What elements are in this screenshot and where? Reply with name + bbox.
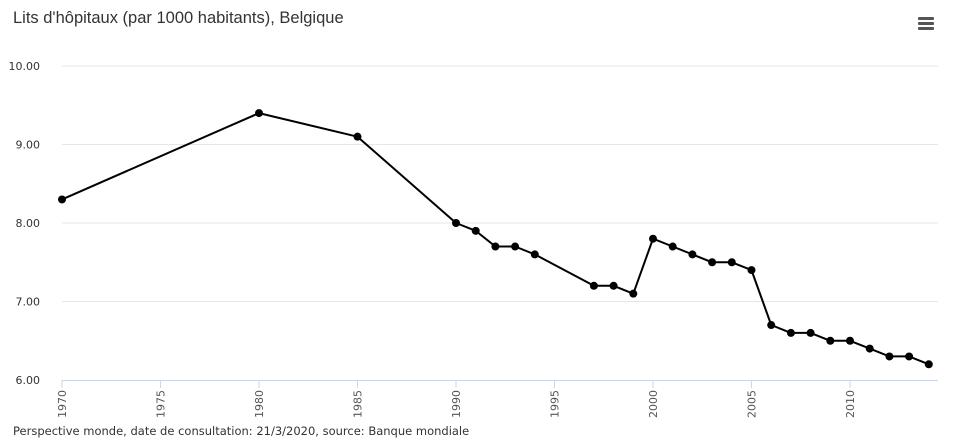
data-point[interactable] (668, 242, 677, 251)
data-point[interactable] (688, 250, 697, 259)
data-point[interactable] (708, 258, 717, 267)
x-tick-label: 1980 (253, 390, 266, 418)
data-point[interactable] (58, 195, 66, 204)
x-tick-label: 2005 (746, 390, 759, 418)
data-point[interactable] (353, 132, 362, 141)
data-point[interactable] (530, 250, 539, 259)
y-axis-labels: 6.00 7.00 8.00 9.00 10.00 (9, 60, 41, 387)
data-point[interactable] (255, 109, 263, 118)
x-tick-label: 1985 (352, 390, 365, 418)
x-axis-labels: 1970 1975 1980 1985 1990 1995 2000 2005 2010 (56, 390, 857, 418)
y-tick-label: 6.00 (16, 374, 41, 387)
data-point[interactable] (589, 281, 598, 290)
data-point[interactable] (885, 352, 894, 361)
data-point[interactable] (786, 328, 795, 337)
data-point[interactable] (452, 219, 460, 227)
x-tick-label: 2010 (844, 390, 857, 418)
data-point[interactable] (649, 234, 657, 243)
data-point[interactable] (511, 242, 520, 251)
data-point[interactable] (806, 328, 815, 337)
y-tick-label: 10.00 (9, 60, 41, 73)
data-point[interactable] (924, 360, 933, 369)
chart-title: Lits d'hôpitaux (par 1000 habitants), Be… (13, 9, 344, 27)
y-tick-label: 9.00 (16, 139, 41, 152)
data-point[interactable] (865, 344, 874, 353)
data-point[interactable] (727, 258, 736, 267)
y-tick-label: 7.00 (16, 296, 41, 309)
x-tick-label: 1970 (56, 390, 69, 418)
data-point[interactable] (767, 321, 776, 330)
source-credits: Perspective monde, date de consultation:… (13, 424, 470, 438)
series-group (58, 109, 933, 369)
x-axis (61, 380, 938, 388)
data-point[interactable] (491, 242, 500, 251)
x-tick-label: 1975 (155, 390, 168, 418)
x-tick-label: 1995 (549, 390, 562, 418)
hamburger-menu-icon[interactable] (917, 15, 937, 33)
data-point[interactable] (609, 281, 618, 290)
grid-lines (62, 65, 938, 302)
data-point[interactable] (747, 266, 756, 275)
data-point[interactable] (629, 289, 638, 298)
data-point[interactable] (826, 336, 835, 345)
y-tick-label: 8.00 (16, 217, 41, 230)
data-point[interactable] (846, 336, 854, 345)
data-point[interactable] (905, 352, 914, 361)
series-line (61, 112, 930, 366)
x-tick-label: 1990 (450, 390, 463, 418)
data-point[interactable] (471, 226, 480, 235)
x-tick-label: 2000 (647, 390, 660, 418)
